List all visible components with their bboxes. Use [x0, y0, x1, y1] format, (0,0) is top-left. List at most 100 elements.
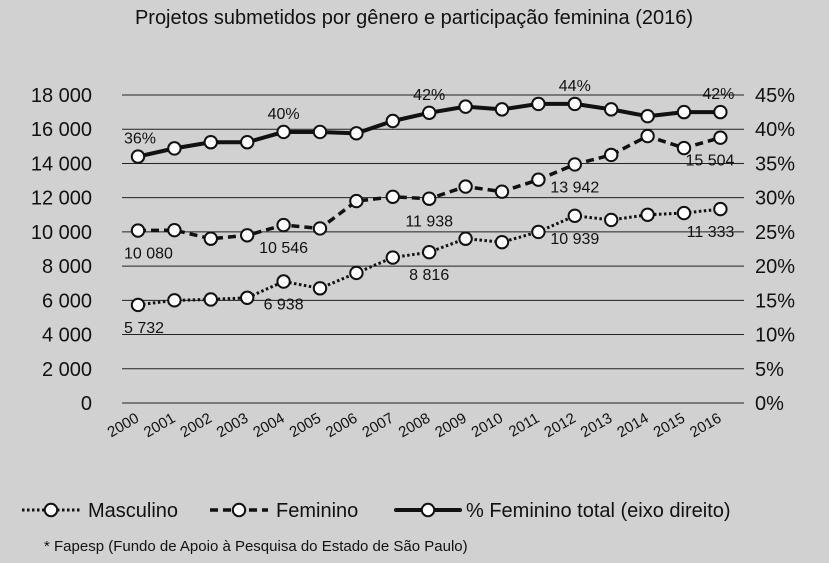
- data-label: 10 939: [550, 231, 599, 248]
- data-point: [349, 193, 364, 209]
- data-point: [458, 179, 473, 194]
- data-point: [312, 281, 328, 296]
- data-point: [385, 189, 400, 205]
- data-label: 8 816: [409, 267, 449, 284]
- data-point: [567, 157, 582, 172]
- y-left-tick-label: 6 000: [42, 290, 92, 312]
- data-point: [640, 207, 655, 222]
- x-tick-label: 2012: [541, 410, 578, 441]
- y-left-tick-label: 4 000: [42, 325, 92, 347]
- y-right-tick-label: 45%: [755, 85, 795, 107]
- y-left-tick-label: 0: [81, 393, 92, 415]
- data-point: [276, 217, 291, 233]
- x-tick-label: 2015: [651, 410, 688, 441]
- data-point: [130, 297, 146, 313]
- y-right-tick-label: 25%: [755, 222, 795, 244]
- data-point: [349, 126, 364, 141]
- data-point: [531, 224, 546, 240]
- data-point: [203, 135, 219, 150]
- y-right-tick-label: 40%: [755, 119, 795, 141]
- data-label: 10 546: [259, 240, 308, 257]
- gridlines: [122, 94, 744, 404]
- data-point: [640, 128, 655, 144]
- y-left-tick-label: 2 000: [42, 359, 92, 381]
- data-point: [567, 208, 582, 224]
- y-left-tick-label: 14 000: [31, 153, 92, 175]
- data-point: [494, 184, 510, 199]
- y-left-tick-label: 10 000: [31, 222, 92, 244]
- data-point: [676, 104, 692, 120]
- data-labels: 5 732 6 938 8 816 10 939 11 333 10 080 10 546 1…: [124, 78, 735, 337]
- data-point: [167, 141, 182, 156]
- data-point: [276, 274, 291, 289]
- data-point: [240, 135, 255, 150]
- data-point: [676, 205, 692, 221]
- data-point: [640, 109, 655, 124]
- legend-swatch-marker: [43, 502, 59, 518]
- x-tick-label: 2005: [287, 410, 324, 441]
- data-point: [167, 293, 182, 308]
- data-point: [713, 104, 728, 120]
- legend-label: Masculino: [88, 500, 178, 522]
- x-tick-label: 2016: [687, 410, 724, 441]
- x-tick-label: 2007: [359, 410, 396, 441]
- data-point: [604, 212, 619, 228]
- data-label: 11 938: [405, 214, 453, 231]
- series-dotted: [130, 201, 728, 313]
- x-tick-label: 2013: [578, 410, 615, 441]
- legend-item: Feminino: [210, 500, 358, 522]
- data-label: 44%: [559, 78, 591, 95]
- data-point: [604, 147, 619, 163]
- data-point: [494, 102, 510, 117]
- data-point: [130, 223, 146, 238]
- x-tick-label: 2009: [432, 410, 469, 441]
- y-right-tick-label: 10%: [755, 325, 795, 347]
- x-tick-label: 2003: [214, 410, 251, 441]
- legend-swatch-marker: [231, 502, 247, 518]
- data-point: [531, 172, 546, 187]
- data-point: [458, 99, 473, 114]
- y-left-tick-label: 16 000: [31, 119, 92, 141]
- x-tick-label: 2008: [396, 410, 433, 441]
- y-right-tick-label: 15%: [755, 290, 795, 312]
- data-point: [422, 191, 437, 206]
- data-point: [676, 140, 692, 156]
- data-point: [604, 102, 619, 117]
- x-tick-label: 2004: [250, 410, 287, 441]
- x-tick-label: 2011: [506, 410, 542, 441]
- y-left-tick-label: 8 000: [42, 256, 92, 278]
- data-point: [167, 222, 182, 238]
- series-solid: [130, 96, 728, 164]
- x-tick-label: 2010: [469, 410, 506, 441]
- data-point: [531, 96, 546, 112]
- y-right-tick-label: 35%: [755, 153, 795, 175]
- y-left-tick-label: 12 000: [31, 188, 92, 210]
- data-point: [458, 231, 473, 246]
- chart-title: Projetos submetidos por gênero e partici…: [135, 7, 693, 29]
- x-tick-label: 2006: [323, 410, 360, 441]
- data-point: [422, 244, 437, 260]
- data-label: 42%: [413, 87, 445, 104]
- data-label: 40%: [268, 106, 300, 123]
- data-point: [276, 124, 291, 140]
- data-point: [312, 124, 328, 140]
- y-left-tick-label: 18 000: [31, 85, 92, 107]
- data-point: [349, 265, 364, 281]
- y-axis-left: 0 2 000 4 000 6 000 8 000 10 000 12 000 14 000 1…: [31, 85, 92, 415]
- x-tick-label: 2002: [177, 410, 214, 441]
- data-point: [422, 105, 437, 120]
- data-point: [203, 231, 219, 246]
- y-right-tick-label: 20%: [755, 256, 795, 278]
- y-right-tick-label: 30%: [755, 188, 795, 210]
- legend-swatch-marker: [420, 502, 436, 518]
- data-point: [713, 130, 728, 145]
- data-label: 15 504: [685, 153, 734, 170]
- x-tick-label: 2014: [614, 410, 651, 441]
- data-point: [494, 234, 510, 250]
- data-point: [240, 290, 255, 305]
- data-point: [130, 149, 146, 164]
- data-label: 10 080: [124, 246, 173, 263]
- x-tick-label: 2001: [141, 410, 178, 441]
- data-label: 11 333: [687, 224, 735, 241]
